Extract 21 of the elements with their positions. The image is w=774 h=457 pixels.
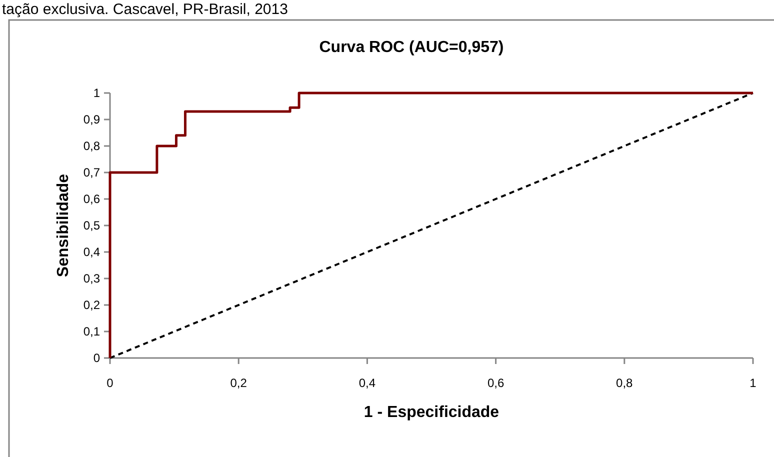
y-tick-label: 0,1 (83, 324, 100, 338)
chart-title: Curva ROC (AUC=0,957) (319, 39, 504, 56)
x-tick-label: 0,8 (616, 376, 634, 390)
x-tick-label: 0,4 (358, 376, 376, 390)
y-tick-label: 0,6 (83, 192, 100, 206)
y-axis-title: Sensibilidade (55, 174, 72, 278)
y-tick-label: 0,7 (83, 166, 100, 180)
y-tick-label: 0,9 (83, 112, 100, 126)
x-tick-label: 1 (750, 376, 757, 390)
y-tick-label: 0 (93, 351, 100, 365)
y-tick-label: 0,8 (83, 139, 100, 153)
y-tick-label: 0,2 (83, 298, 100, 312)
x-tick-label: 0 (106, 376, 114, 390)
x-tick-label: 0,6 (487, 376, 504, 390)
x-axis-title: 1 - Especificidade (364, 404, 500, 421)
y-tick-label: 0,3 (83, 272, 100, 286)
y-tick-label: 1 (93, 86, 100, 100)
y-tick-label: 0,5 (83, 218, 100, 232)
y-tick-label: 0,4 (83, 245, 100, 259)
text: tação exclusiva. Cascavel, PR-Brasil, 2013 (2, 1, 288, 18)
x-tick-label: 0,2 (230, 376, 248, 390)
